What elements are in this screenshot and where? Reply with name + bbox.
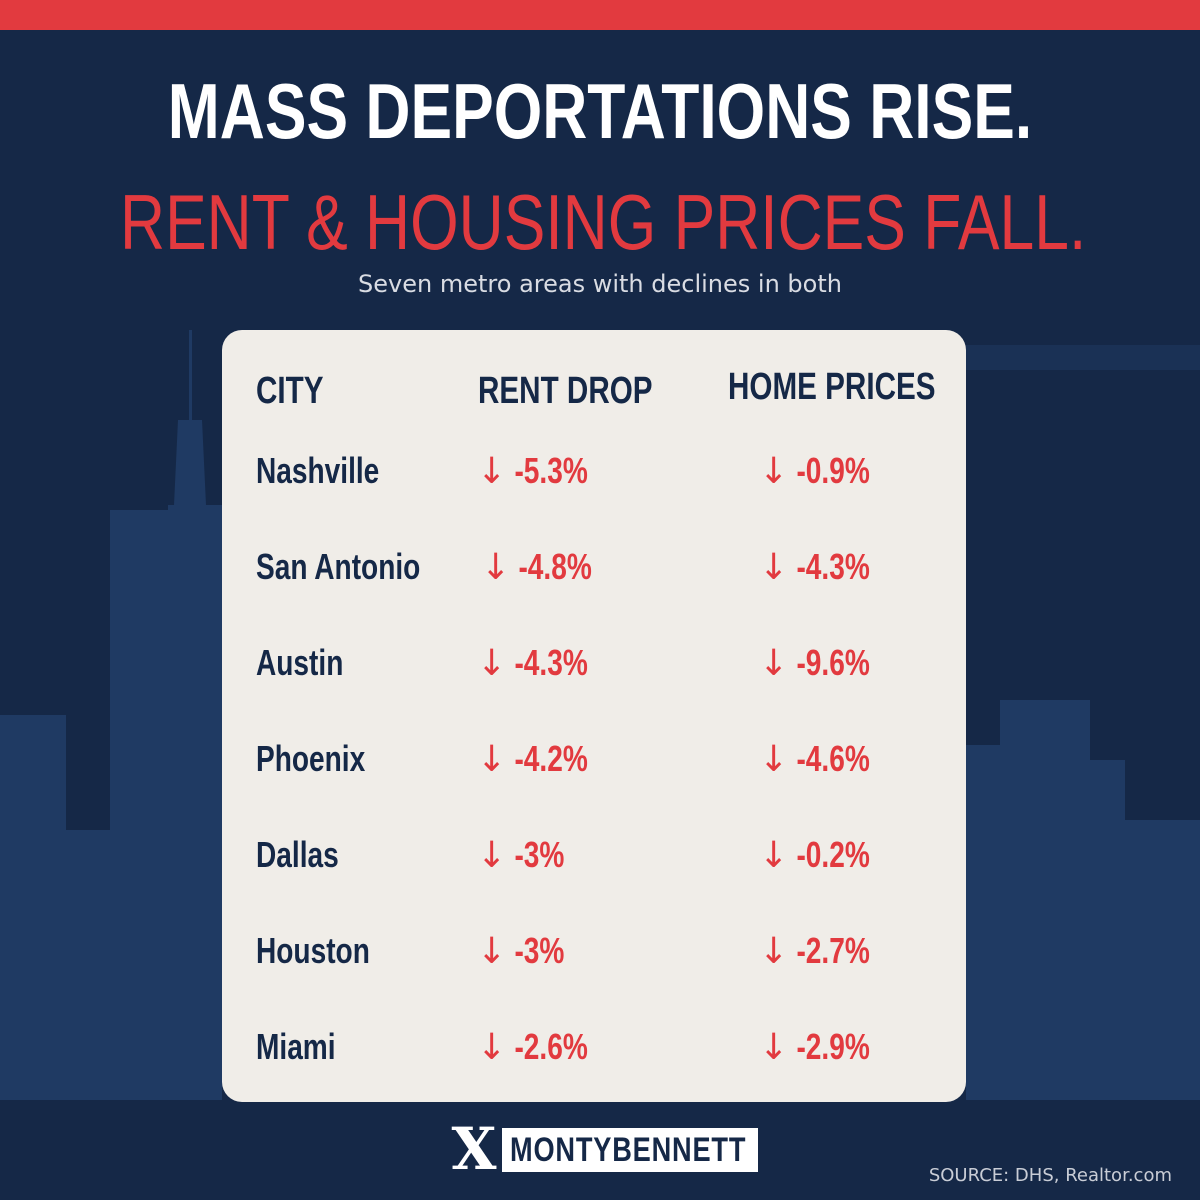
percent-value: -2.6% [514,1026,588,1067]
table-row-city: Nashville [256,450,380,491]
home-price-value: ↓ -4.3% [759,546,870,588]
down-arrow-icon: ↓ [759,739,789,780]
down-arrow-icon: ↓ [477,739,507,780]
down-arrow-icon: ↓ [759,451,789,492]
percent-value: -3% [514,930,565,971]
home-price-value: ↓ -2.7% [759,930,870,972]
x-logo-icon: X [451,1115,497,1183]
down-arrow-icon: ↓ [477,1027,507,1068]
rent-drop-value: ↓ -4.2% [477,738,588,780]
brand-name-box: MONTYBENNETT [502,1128,758,1172]
rent-drop-value: ↓ -3% [477,834,565,876]
brand-name: MONTYBENNETT [510,1130,747,1169]
down-arrow-icon: ↓ [759,643,789,684]
down-arrow-icon: ↓ [759,1027,789,1068]
down-arrow-icon: ↓ [477,451,507,492]
percent-value: -4.3% [796,546,870,587]
percent-value: -9.6% [796,642,870,683]
percent-value: -0.9% [796,450,870,491]
table-row-city: San Antonio [256,546,421,587]
percent-value: -2.9% [796,1026,870,1067]
rent-drop-value: ↓ -4.3% [477,642,588,684]
percent-value: -4.8% [518,546,592,587]
down-arrow-icon: ↓ [481,547,511,588]
percent-value: -3% [514,834,565,875]
column-header-city: CITY [256,370,324,412]
table-row-city: Phoenix [256,738,366,779]
top-accent-bar [0,0,1200,30]
percent-value: -4.3% [514,642,588,683]
home-price-value: ↓ -9.6% [759,642,870,684]
table-row-city: Dallas [256,834,339,875]
column-header-rent-drop: RENT DROP [478,370,653,412]
down-arrow-icon: ↓ [759,547,789,588]
down-arrow-icon: ↓ [759,931,789,972]
down-arrow-icon: ↓ [759,835,789,876]
rent-drop-value: ↓ -2.6% [477,1026,588,1068]
subtitle: Seven metro areas with declines in both [358,270,842,298]
percent-value: -4.2% [514,738,588,779]
rent-drop-value: ↓ -5.3% [477,450,588,492]
table-row-city: Houston [256,930,370,971]
headline-line-2: RENT & HOUSING PRICES FALL. [120,178,1087,266]
down-arrow-icon: ↓ [477,643,507,684]
home-price-value: ↓ -2.9% [759,1026,870,1068]
home-price-value: ↓ -4.6% [759,738,870,780]
rent-drop-value: ↓ -4.8% [481,546,592,588]
column-header-home-prices: HOME PRICES [728,366,936,408]
home-price-value: ↓ -0.2% [759,834,870,876]
down-arrow-icon: ↓ [477,835,507,876]
headline-line-1: MASS DEPORTATIONS RISE. [167,67,1033,155]
brand-logo: X MONTYBENNETT [446,1115,758,1183]
down-arrow-icon: ↓ [477,931,507,972]
table-row-city: Miami [256,1026,336,1067]
table-row-city: Austin [256,642,344,683]
home-price-value: ↓ -0.9% [759,450,870,492]
percent-value: -0.2% [796,834,870,875]
percent-value: -4.6% [796,738,870,779]
rent-drop-value: ↓ -3% [477,930,565,972]
percent-value: -2.7% [796,930,870,971]
source-citation: SOURCE: DHS, Realtor.com [928,1165,1172,1186]
data-table-panel: CITY RENT DROP HOME PRICES Nashville ↓ -5.… [222,330,966,1102]
percent-value: -5.3% [514,450,588,491]
